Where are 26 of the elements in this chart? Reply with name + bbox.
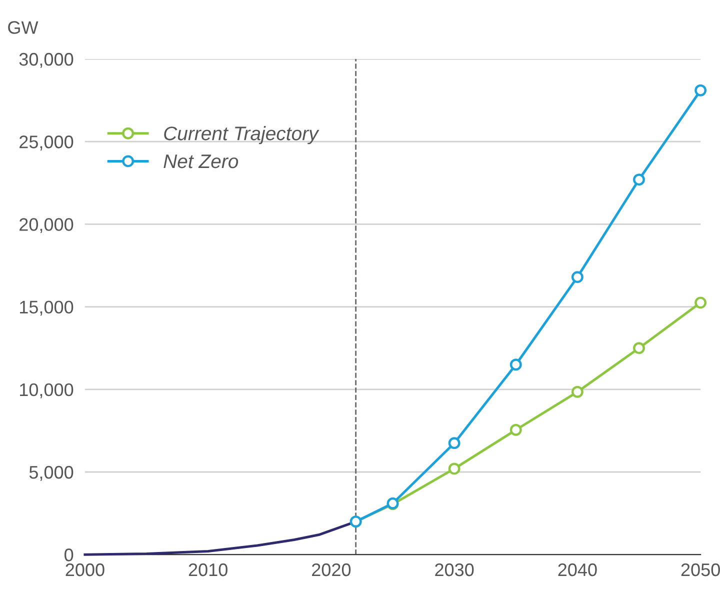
point [448, 462, 460, 475]
x-tick-label: 2050 [681, 563, 720, 576]
y-tick-label: 15,000 [20, 300, 74, 316]
point [694, 84, 707, 96]
point [448, 437, 460, 450]
y-tick-label: 30,000 [19, 52, 74, 68]
legend-label: Net Zero [164, 154, 238, 168]
legend-label: Current Trajectory [164, 126, 320, 144]
y-tick-label: 0 [64, 548, 74, 562]
point [633, 174, 645, 186]
x-tick-label: 2000 [66, 563, 104, 576]
y-tick-label: 20,000 [20, 218, 74, 234]
point [510, 358, 522, 371]
point [694, 296, 707, 309]
point [633, 342, 645, 354]
y-tick-label: 25,000 [20, 136, 74, 150]
y-axis-title: GW [8, 21, 38, 34]
x-tick-label: 2040 [558, 563, 597, 576]
y-tick-label: 5,000 [29, 466, 74, 481]
x-tick-label: 2020 [312, 563, 351, 576]
x-tick-label: 2010 [188, 563, 228, 576]
x-tick-label: 2030 [435, 563, 474, 576]
y-tick-label: 10,000 [20, 383, 74, 398]
point [571, 271, 584, 284]
point [510, 424, 522, 436]
point [571, 386, 584, 398]
